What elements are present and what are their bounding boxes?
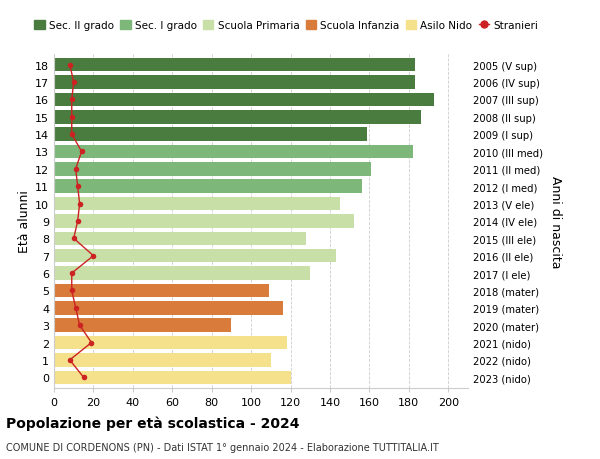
Bar xyxy=(54,353,271,367)
Bar xyxy=(54,267,310,280)
Bar xyxy=(54,162,371,176)
Bar xyxy=(54,284,269,297)
Text: COMUNE DI CORDENONS (PN) - Dati ISTAT 1° gennaio 2024 - Elaborazione TUTTITALIA.: COMUNE DI CORDENONS (PN) - Dati ISTAT 1°… xyxy=(6,442,439,452)
Bar xyxy=(54,371,290,384)
Bar xyxy=(54,319,232,332)
Text: Popolazione per età scolastica - 2024: Popolazione per età scolastica - 2024 xyxy=(6,415,299,430)
Y-axis label: Anni di nascita: Anni di nascita xyxy=(550,175,562,268)
Bar xyxy=(54,93,434,107)
Bar xyxy=(54,146,413,159)
Bar xyxy=(54,76,415,90)
Bar xyxy=(54,215,353,228)
Bar xyxy=(54,336,287,350)
Bar xyxy=(54,128,367,141)
Legend: Sec. II grado, Sec. I grado, Scuola Primaria, Scuola Infanzia, Asilo Nido, Stran: Sec. II grado, Sec. I grado, Scuola Prim… xyxy=(30,17,542,35)
Y-axis label: Età alunni: Età alunni xyxy=(18,190,31,253)
Bar xyxy=(54,302,283,315)
Bar xyxy=(54,197,340,211)
Bar xyxy=(54,180,362,194)
Bar xyxy=(54,249,336,263)
Bar xyxy=(54,111,421,124)
Bar xyxy=(54,59,415,72)
Bar xyxy=(54,232,307,246)
